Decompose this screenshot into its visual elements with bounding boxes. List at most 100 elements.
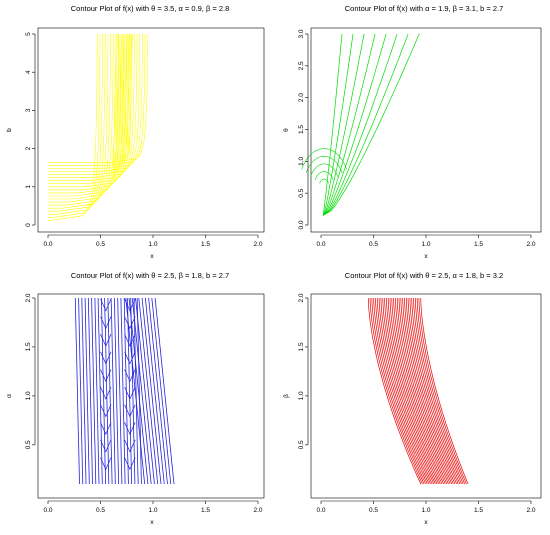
panel-2: Contour Plot of f(x) with α = 1.9, β = 3…	[283, 4, 542, 260]
panel-1-contour-line	[112, 33, 117, 180]
panel-1-contour-line	[126, 33, 131, 159]
panel-3-contour-line	[101, 297, 106, 485]
panel-4-contour-line	[371, 297, 425, 485]
panel-4-x-label: x	[424, 519, 428, 526]
panel-1-contour-line	[48, 33, 109, 209]
panel-3-contour-line	[124, 298, 136, 312]
panel-3-contour-line	[100, 439, 112, 453]
panel-1-contour-line	[48, 33, 149, 163]
panel-2-x-label: x	[424, 253, 428, 260]
panel-4-contour-line	[387, 297, 440, 485]
panel-2-contour-line	[322, 33, 376, 216]
panel-1-x-tick-label: 0.0	[43, 241, 52, 248]
panel-1-contour-line	[48, 34, 138, 175]
panel-4-contour-line	[393, 297, 444, 485]
panel-3-x-axis: 0.0 0.5 1.0 1.5 2.0	[43, 500, 263, 514]
panel-3-contour-line	[104, 297, 110, 485]
panel-4-contour-line	[391, 297, 443, 485]
panel-3-contour-line	[124, 316, 136, 330]
panel-2-y-tick-label: 2.0	[298, 93, 305, 102]
panel-1-y-tick-label: 4	[25, 70, 32, 74]
panel-1-contour-line	[114, 33, 118, 178]
panel-1-contour-line	[48, 34, 117, 200]
panel-4-contour-line	[376, 297, 430, 485]
panel-2-contour-line	[322, 33, 343, 216]
panel-1-contour-line	[48, 33, 103, 215]
panel-1-title: Contour Plot of f(x) with θ = 3.5, α = 0…	[71, 4, 230, 13]
panel-1-plot-box	[37, 27, 265, 233]
panel-4-contour-line	[414, 297, 464, 485]
panel-1: Contour Plot of f(x) with θ = 3.5, α = 0…	[6, 4, 265, 260]
panel-1-y-tick-label: 1	[25, 185, 32, 189]
panel-2-contour-line	[301, 148, 347, 170]
panel-3-y-tick-label: 2.0	[25, 293, 32, 302]
panel-1-contour-line	[115, 33, 120, 176]
panel-3-contour-line	[120, 297, 126, 485]
panel-3-x-tick-label: 0.0	[43, 507, 52, 514]
panel-1-contours	[48, 33, 149, 221]
panel-1-contour-line	[48, 34, 135, 178]
panel-3-title: Contour Plot of f(x) with θ = 2.5, β = 1…	[71, 271, 229, 280]
panel-1-contour-line	[48, 34, 146, 166]
panel-2-x-tick-label: 1.5	[474, 241, 483, 248]
panel-3: Contour Plot of f(x) with θ = 2.5, β = 1…	[6, 271, 265, 526]
panel-3-contour-line	[81, 297, 87, 485]
panel-1-contour-line	[129, 33, 133, 155]
panel-4-contour-line	[380, 297, 433, 485]
panel-2-y-tick-label: 0.5	[298, 188, 305, 197]
panel-4-contour-line	[369, 297, 423, 485]
panel-4-contour-line	[375, 297, 428, 485]
panel-4-contour-line	[413, 297, 462, 485]
panel-4-y-axis: 0.5 1.0 1.5 2.0	[298, 293, 309, 449]
panel-3-contour-line	[94, 297, 100, 485]
panel-4-contour-line	[404, 297, 454, 485]
panel-3-contour-line	[127, 297, 132, 485]
panel-1-contour-line	[48, 34, 143, 169]
panel-3-contour-line	[124, 369, 136, 383]
panel-3-y-tick-label: 0.5	[25, 440, 32, 449]
panel-2-x-tick-label: 0.0	[316, 241, 325, 248]
panel-4-contour-line	[420, 297, 469, 485]
panel-4: Contour Plot of f(x) with θ = 2.5, α = 1…	[283, 271, 542, 526]
panel-1-contour-line	[124, 33, 128, 163]
panel-2-contour-line	[322, 33, 420, 216]
panel-3-y-tick-label: 1.5	[25, 342, 32, 351]
panel-4-y-tick-label: 0.5	[298, 440, 305, 449]
panel-4-contour-line	[378, 297, 431, 485]
panel-2-y-tick-label: 1.5	[298, 125, 305, 134]
panel-1-contour-line	[48, 34, 106, 212]
panel-1-contour-line	[120, 33, 125, 168]
panel-4-contour-line	[409, 297, 459, 485]
panel-3-contour-line	[100, 298, 112, 312]
panel-3-contour-line	[141, 297, 162, 485]
panel-1-contour-line	[48, 33, 125, 191]
panel-1-x-axis: 0.0 0.5 1.0 1.5 2.0	[43, 234, 263, 248]
panel-3-contour-line	[130, 297, 136, 485]
panel-4-y-label: β	[283, 394, 290, 398]
panel-4-contour-line	[382, 297, 435, 485]
panel-2-y-axis: 0.0 0.5 1.0 1.5 2.0 2.5 3.0	[298, 29, 309, 230]
panel-2-y-label: θ	[283, 128, 290, 132]
panel-4-contour-line	[396, 297, 448, 485]
panel-4-contour-line	[405, 297, 456, 485]
panel-3-plot-box	[37, 293, 265, 499]
panel-2-plot-box	[310, 27, 542, 233]
panel-1-contour-line	[116, 33, 121, 174]
panel-2-x-axis: 0.0 0.5 1.0 1.5 2.0	[316, 234, 536, 248]
panel-3-contour-line	[74, 297, 80, 485]
panel-3-contour-line	[100, 369, 112, 383]
panel-1-y-tick-label: 3	[25, 108, 32, 112]
panel-4-contour-line	[416, 297, 466, 485]
panel-3-contour-line	[154, 297, 175, 485]
panel-4-contour-line	[367, 297, 422, 485]
panel-1-contour-line	[48, 34, 133, 181]
panel-3-y-tick-label: 1.0	[25, 391, 32, 400]
panel-4-x-axis: 0.0 0.5 1.0 1.5 2.0	[316, 500, 536, 514]
panel-2-contour-line	[310, 163, 338, 177]
panel-3-contour-line	[138, 297, 159, 485]
panel-4-x-tick-label: 0.0	[316, 507, 325, 514]
panel-4-contour-line	[386, 297, 438, 485]
panel-2-title: Contour Plot of f(x) with α = 1.9, β = 3…	[345, 4, 504, 13]
panel-1-contour-line	[119, 33, 123, 170]
